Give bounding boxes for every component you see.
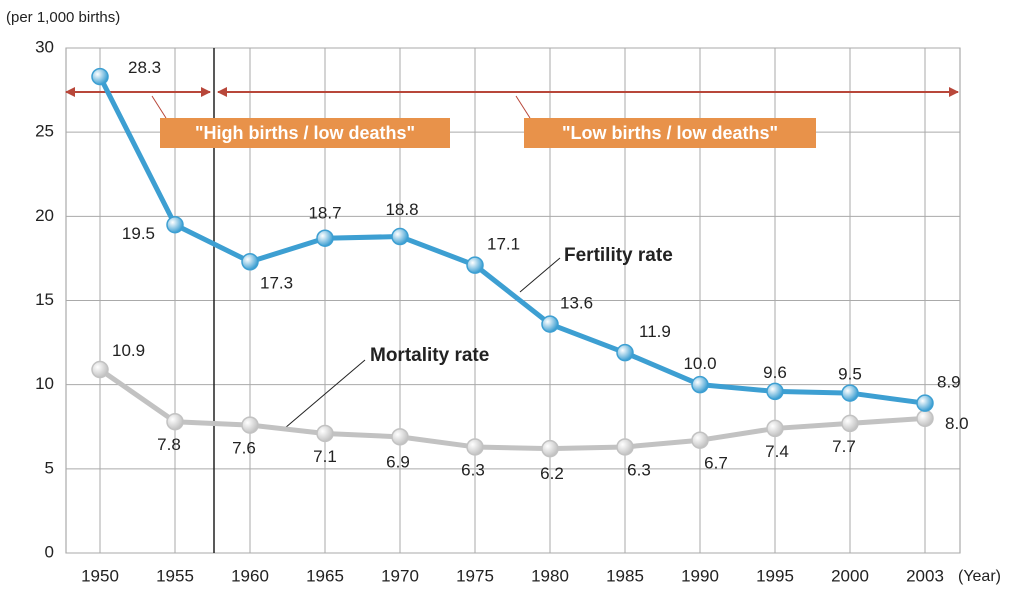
point-marker — [541, 315, 559, 333]
x-tick-label: 1995 — [756, 566, 794, 585]
leader — [515, 95, 531, 119]
y-axis-label: (per 1,000 births) — [6, 9, 120, 26]
data-label: 17.3 — [260, 273, 293, 292]
annotation-box — [160, 118, 450, 148]
data-label: 6.7 — [704, 454, 728, 473]
point-marker — [316, 424, 334, 443]
x-tick-label: 2000 — [831, 566, 869, 585]
data-label: 11.9 — [639, 322, 671, 341]
point-marker — [466, 438, 484, 456]
data-label: 17.1 — [487, 235, 520, 254]
x-tick-label: 1970 — [381, 566, 419, 585]
leader — [519, 257, 561, 293]
data-label: 6.3 — [627, 460, 651, 479]
point-marker — [91, 67, 109, 86]
point-marker — [91, 360, 109, 379]
x-axis-label: (Year) — [958, 568, 1001, 585]
point-marker — [691, 431, 709, 449]
point-marker — [316, 229, 334, 247]
data-label: 19.5 — [122, 224, 155, 243]
series-line — [97, 75, 926, 406]
point-marker — [391, 227, 409, 246]
x-tick-label: 1960 — [231, 566, 269, 585]
y-tick-label: 30 — [35, 37, 54, 56]
x-tick-label: 1980 — [531, 566, 569, 585]
point-marker — [466, 256, 484, 274]
x-tick-label: 2003 — [906, 566, 944, 585]
point-marker — [766, 382, 784, 401]
data-label: 8.0 — [945, 414, 969, 433]
data-label: 9.5 — [838, 365, 862, 384]
point-marker — [166, 412, 184, 431]
point-marker — [241, 416, 259, 434]
x-tick-label: 1950 — [81, 566, 119, 585]
point-marker — [841, 384, 859, 402]
x-tick-label: 1955 — [156, 566, 194, 585]
data-label: 6.9 — [386, 452, 410, 471]
y-tick-label: 15 — [35, 290, 54, 309]
point-marker — [766, 419, 784, 438]
point-marker — [616, 343, 634, 362]
data-label: 6.3 — [461, 460, 485, 479]
x-tick-label: 1965 — [306, 566, 344, 585]
series-name: Fertility rate — [564, 245, 673, 266]
leader — [151, 95, 167, 119]
data-label: 10.0 — [683, 354, 716, 373]
data-label: 7.8 — [157, 435, 181, 454]
data-label: 7.4 — [765, 442, 789, 461]
annotation-box — [524, 118, 816, 148]
y-tick-label: 20 — [35, 206, 54, 225]
data-label: 13.6 — [560, 294, 593, 313]
data-label: 8.9 — [937, 373, 961, 392]
y-tick-label: 10 — [35, 374, 54, 393]
point-marker — [541, 439, 559, 458]
data-label: 10.9 — [112, 341, 145, 360]
y-tick-label: 0 — [45, 542, 54, 561]
data-label: 18.7 — [308, 204, 341, 223]
annotation-text: "Low births / low deaths" — [562, 123, 778, 143]
y-tick-label: 25 — [35, 122, 54, 141]
point-marker — [916, 394, 934, 412]
x-tick-label: 1990 — [681, 566, 719, 585]
point-marker — [841, 414, 859, 433]
data-label: 18.8 — [385, 200, 418, 219]
point-marker — [916, 409, 934, 428]
data-label: 28.3 — [128, 58, 161, 77]
data-label: 6.2 — [540, 464, 564, 483]
annotation-text: "High births / low deaths" — [195, 123, 415, 143]
series-line — [98, 367, 926, 452]
point-marker — [691, 375, 709, 394]
y-tick-label: 5 — [45, 458, 54, 477]
series-name: Mortality rate — [370, 345, 489, 366]
data-label: 7.6 — [232, 439, 256, 458]
data-label: 7.1 — [313, 447, 337, 466]
x-tick-label: 1975 — [456, 566, 494, 585]
point-marker — [166, 216, 184, 234]
point-marker — [241, 253, 259, 271]
x-tick-label: 1985 — [606, 566, 644, 585]
leader — [284, 359, 366, 429]
data-label: 9.6 — [763, 363, 787, 382]
data-label: 7.7 — [832, 437, 856, 456]
point-marker — [616, 438, 634, 456]
point-marker — [391, 428, 409, 446]
